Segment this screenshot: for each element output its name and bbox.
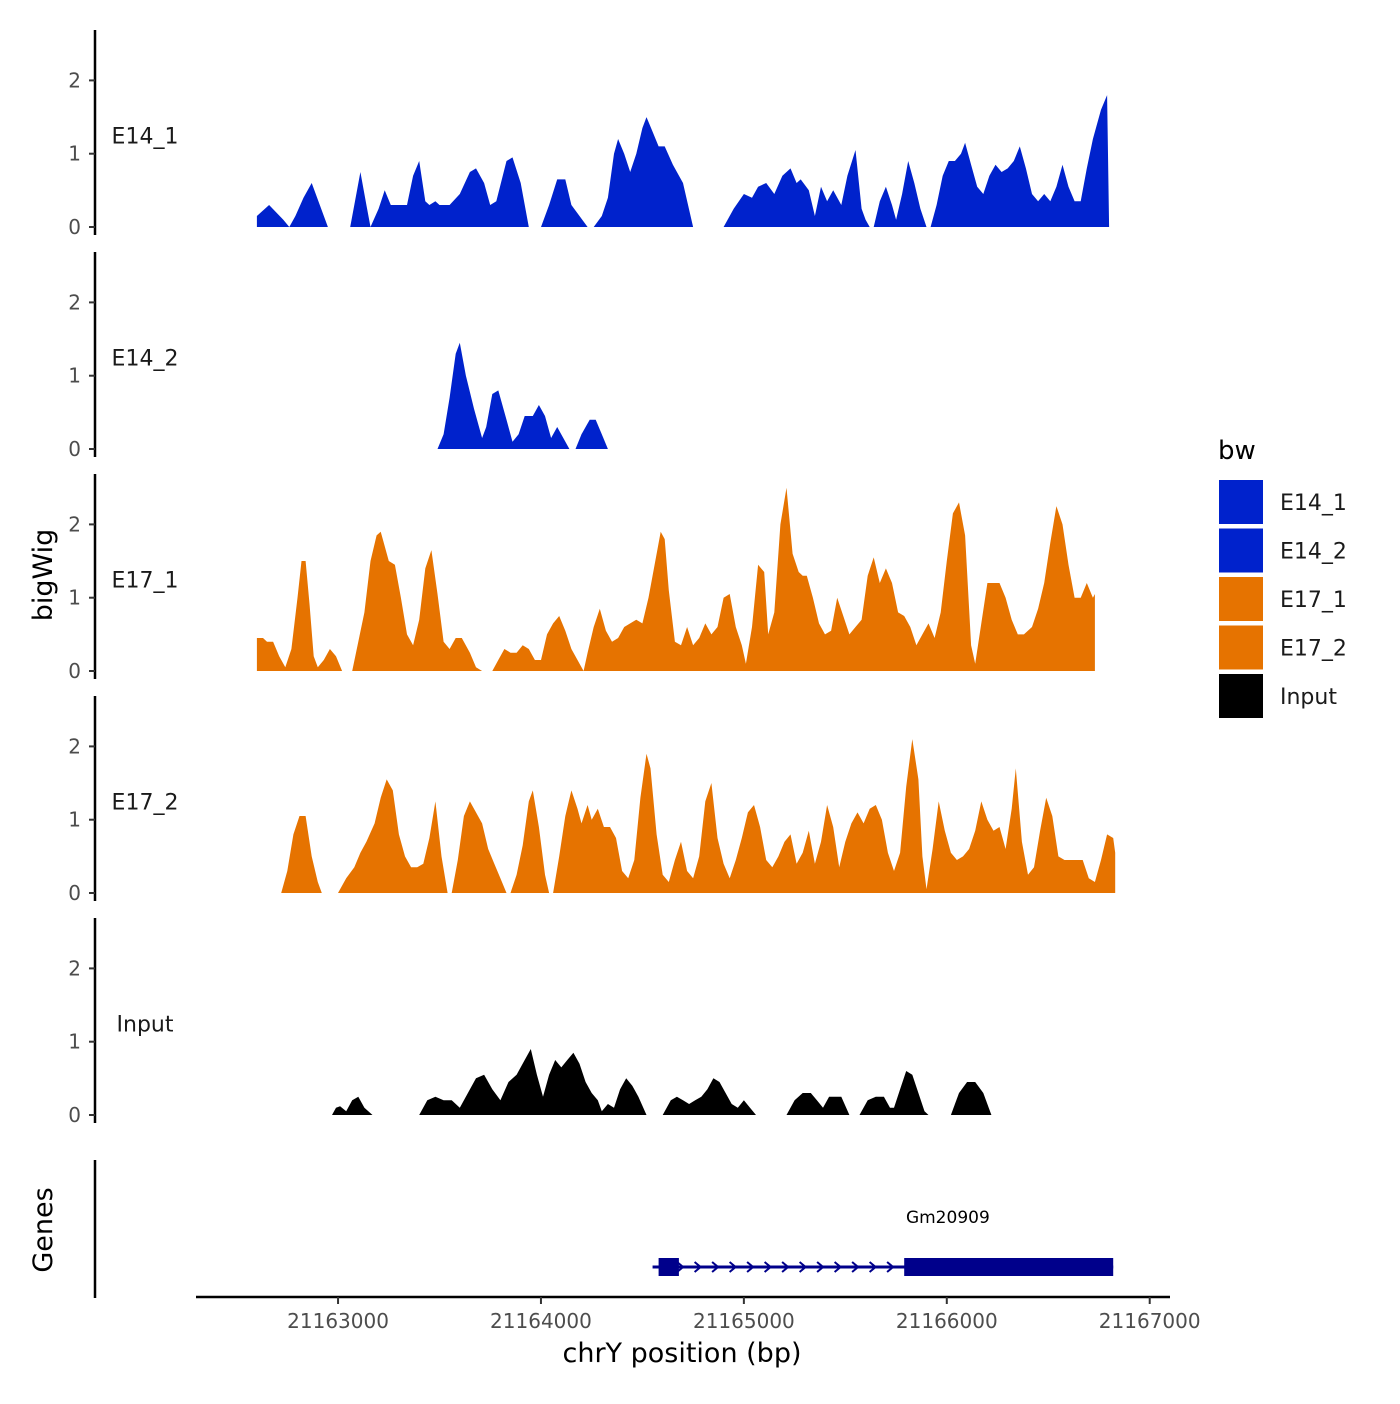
strand-arrow-icon	[763, 1261, 773, 1273]
strand-arrow-icon	[711, 1261, 720, 1273]
y-tick-label: 0	[68, 215, 81, 239]
gene-exon	[904, 1258, 1114, 1276]
coverage-area	[662, 1078, 756, 1115]
x-tick-label: 21164000	[490, 1309, 592, 1333]
coverage-area	[786, 1093, 850, 1115]
coverage-area	[575, 419, 608, 449]
legend-label: Input	[1280, 685, 1337, 710]
coverage-area	[593, 117, 694, 227]
legend-label: E14_1	[1280, 491, 1347, 516]
y-tick-label: 0	[68, 437, 81, 461]
strand-arrow-icon	[851, 1261, 860, 1273]
genes-axis-title: Genes	[28, 1187, 59, 1272]
coverage-area	[723, 150, 870, 227]
track-panel-e17_1: 0 1 2 E17_1	[68, 474, 1095, 683]
legend-label: E17_1	[1280, 588, 1347, 613]
y-axis-title: bigWig	[28, 529, 59, 622]
coverage-area	[352, 531, 483, 671]
gene-exon	[658, 1258, 679, 1276]
y-tick-label: 2	[68, 290, 81, 314]
coverage-area	[451, 801, 507, 893]
legend-swatch	[1219, 625, 1263, 670]
y-tick-label: 1	[68, 808, 81, 832]
legend: bw E14_1 E14_2 E17_1 E17_2 Input	[1218, 436, 1347, 718]
coverage-area	[281, 816, 322, 893]
legend-swatch	[1219, 480, 1263, 524]
y-tick-label: 0	[68, 1103, 81, 1127]
y-tick-label: 2	[68, 734, 81, 758]
track-label: E17_2	[112, 790, 179, 815]
strand-arrow-icon	[728, 1261, 738, 1273]
gene-track: Gm20909	[93, 1160, 1114, 1298]
strand-arrow-icon	[833, 1261, 843, 1273]
strand-arrow-icon	[676, 1261, 685, 1273]
x-tick-label: 21163000	[287, 1309, 389, 1333]
coverage-area	[950, 1082, 992, 1115]
track-panel-e14_2: 0 1 2 E14_2	[68, 252, 608, 461]
coverage-area	[332, 1096, 373, 1115]
coverage-area	[437, 342, 570, 449]
y-tick-label: 2	[68, 512, 81, 536]
legend-title: bw	[1218, 436, 1256, 466]
coverage-area	[930, 95, 1110, 227]
legend-swatch	[1219, 577, 1263, 621]
strand-arrow-icon	[886, 1261, 895, 1273]
coverage-area	[859, 1071, 929, 1115]
strand-arrow-icon	[798, 1261, 808, 1273]
strand-arrow-icon	[693, 1261, 703, 1273]
x-axis-title: chrY position (bp)	[562, 1338, 801, 1369]
coverage-area	[553, 739, 1116, 893]
strand-arrow-icon	[816, 1261, 825, 1273]
y-tick-label: 1	[68, 142, 81, 166]
strand-arrow-icon	[781, 1261, 790, 1273]
x-axis: 21163000 21164000 21165000 21166000 21167000	[196, 1295, 1201, 1333]
track-panel-e17_2: 0 1 2 E17_2	[68, 696, 1116, 905]
legend-label: E17_2	[1280, 637, 1347, 662]
coverage-area	[510, 790, 550, 893]
x-tick-label: 21166000	[896, 1309, 998, 1333]
y-tick-label: 2	[68, 68, 81, 92]
x-tick-label: 21167000	[1099, 1309, 1201, 1333]
y-tick-label: 1	[68, 364, 81, 388]
track-label: Input	[117, 1012, 174, 1037]
legend-swatch	[1219, 674, 1263, 718]
track-label: E14_1	[112, 124, 179, 149]
coverage-area	[338, 779, 448, 893]
y-tick-label: 1	[68, 586, 81, 610]
coverage-area	[256, 561, 343, 671]
coverage-area	[419, 1049, 647, 1115]
coverage-area	[350, 157, 529, 227]
track-label: E17_1	[112, 568, 179, 593]
gene-name-label: Gm20909	[906, 1208, 990, 1228]
strand-arrow-icon	[746, 1261, 755, 1273]
strand-arrow-icon	[868, 1261, 878, 1273]
x-tick-label: 21165000	[693, 1309, 795, 1333]
track-label: E14_2	[112, 346, 179, 371]
y-tick-label: 2	[68, 956, 81, 980]
track-panel-input: 0 1 2 Input	[68, 918, 992, 1127]
y-tick-label: 1	[68, 1030, 81, 1054]
y-tick-label: 0	[68, 881, 81, 905]
legend-swatch	[1219, 528, 1263, 573]
coverage-area	[256, 183, 328, 227]
coverage-area	[873, 161, 927, 227]
y-tick-label: 0	[68, 659, 81, 683]
track-panel-e14_1: 0 1 2 E14_1	[68, 30, 1110, 239]
tracks-group: 0 1 2 E14_1 0 1 2 E14_2 0 1 2 E17_1 0 1 2 E17_2 0 1 2 Input	[68, 30, 1116, 1127]
coverage-area	[541, 179, 588, 227]
coverage-area	[492, 487, 1095, 671]
legend-label: E14_2	[1280, 540, 1347, 565]
